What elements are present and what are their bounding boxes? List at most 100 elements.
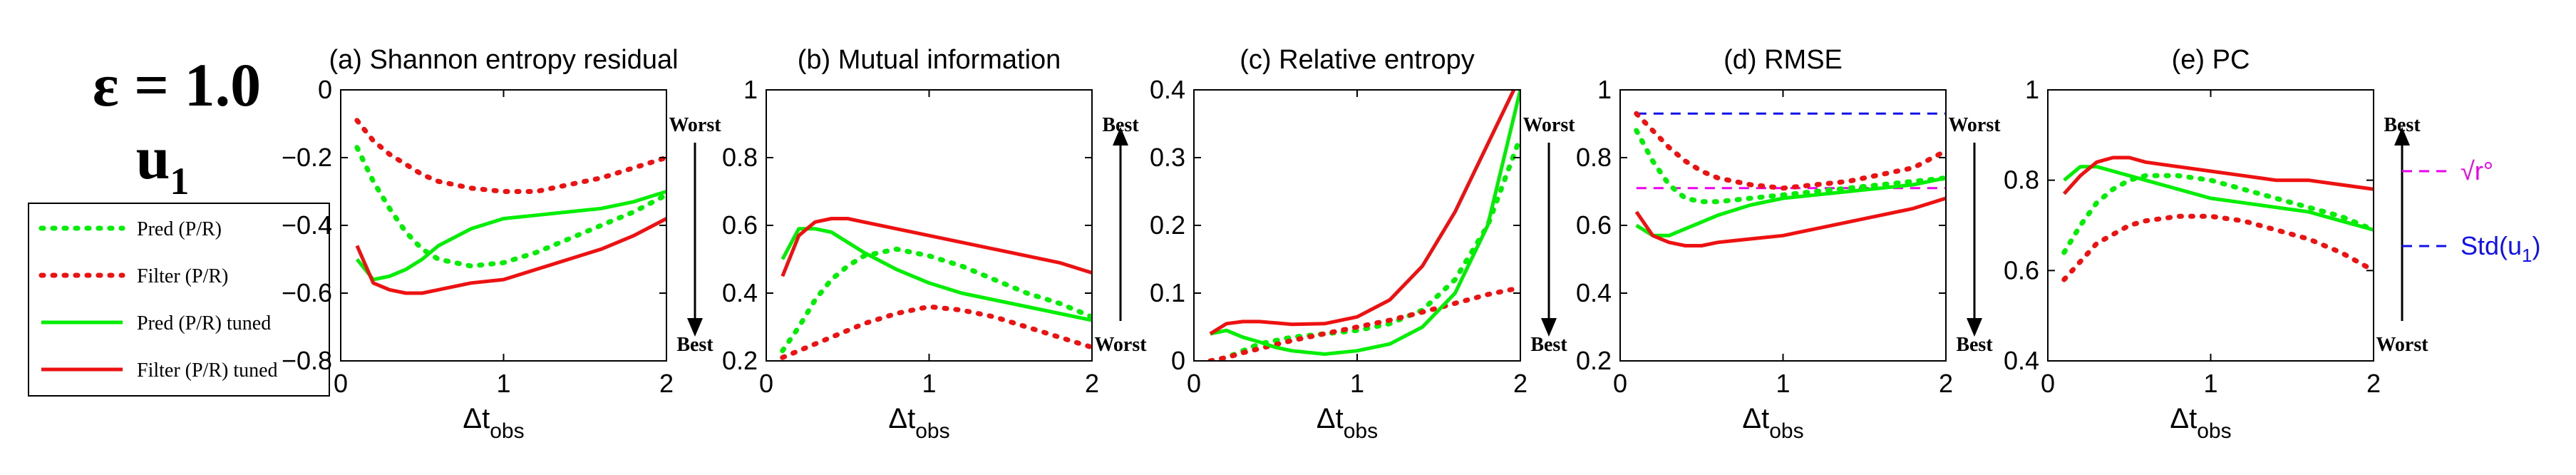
chart-title: (a) Shannon entropy residual — [329, 45, 678, 75]
x-tick-label: 0 — [2041, 369, 2055, 398]
epsilon-label: ε = 1.0 — [93, 51, 261, 119]
y-tick-label: 0 — [318, 75, 332, 104]
y-tick-label: 0 — [1171, 346, 1185, 375]
x-tick-label: 2 — [1085, 369, 1099, 398]
x-tick-label: 1 — [2203, 369, 2217, 398]
axes-box — [1619, 89, 1947, 362]
chart-title: (e) PC — [2172, 45, 2250, 75]
y-tick-label: 0.2 — [722, 346, 758, 375]
y-tick-label: 0.2 — [1576, 346, 1612, 375]
x-tick-label: 1 — [1776, 369, 1790, 398]
chart-panel: (e) PC 0 1 2 0.4 0.6 0.8 1 Δtobs Best Worst — [2004, 45, 2428, 443]
series-line — [1634, 196, 1946, 247]
ref-legend: √r° Std(u1) — [2402, 156, 2541, 266]
y-tick-label: 0.4 — [722, 278, 758, 307]
series-line — [2061, 173, 2374, 255]
x-tick-label: 0 — [1187, 369, 1201, 398]
y-tick-label: 0.6 — [722, 210, 758, 240]
quality-arrow: Best Worst — [1094, 114, 1147, 356]
y-tick-label: −0.6 — [282, 278, 332, 307]
arrow-top-label: Worst — [669, 114, 721, 136]
y-tick-label: 1 — [743, 75, 758, 104]
series-line — [354, 118, 666, 194]
x-tick-label: 2 — [1939, 369, 1953, 398]
series-line — [355, 190, 666, 282]
series-line — [1209, 90, 1516, 336]
series-line — [1210, 90, 1520, 356]
arrow-head — [687, 318, 703, 337]
arrow-head — [2394, 127, 2410, 145]
series-line — [2061, 213, 2374, 282]
axes-box — [340, 89, 667, 362]
x-axis-label: Δtobs — [463, 403, 524, 443]
series-line — [780, 246, 1092, 354]
series-line — [1634, 128, 1946, 205]
legend-label: Filter (P/R) tuned — [137, 359, 278, 382]
y-tick-label: 0.8 — [1576, 143, 1612, 172]
series-line — [1634, 111, 1946, 191]
chart-title: (b) Mutual information — [798, 45, 1061, 75]
y-tick-label: 0.1 — [1150, 278, 1185, 307]
legend-entry: Filter (P/R) — [38, 265, 228, 287]
y-tick-label: −0.2 — [282, 143, 332, 172]
arrow-head — [1113, 127, 1128, 145]
x-tick-label: 1 — [922, 369, 936, 398]
x-tick-label: 0 — [334, 369, 348, 398]
x-tick-label: 1 — [1350, 369, 1364, 398]
legend: Pred (P/R) Filter (P/R) Pred (P/R) tuned Fi… — [28, 203, 330, 397]
x-tick-label: 0 — [1613, 369, 1627, 398]
arrow-bottom-label: Best — [1530, 334, 1567, 356]
y-tick-label: 0.8 — [722, 143, 758, 172]
x-tick-label: 2 — [1513, 369, 1527, 398]
y-tick-label: −0.8 — [282, 346, 332, 375]
series-line — [780, 227, 1092, 322]
y-tick-label: 0.6 — [2004, 255, 2039, 285]
arrow-top-label: Best — [1102, 114, 1139, 136]
y-tick-label: 0.4 — [2004, 346, 2039, 375]
x-axis-label: Δtobs — [1742, 403, 1803, 443]
series-line — [2063, 165, 2374, 232]
arrow-bottom-label: Best — [1956, 334, 1993, 356]
arrow-top-label: Worst — [1523, 114, 1575, 136]
chart-panel: (b) Mutual information 0 1 2 0.2 0.4 0.6 0.8 1 Δt… — [722, 45, 1147, 443]
arrow-head — [1967, 318, 1982, 337]
quality-arrow: Best Worst — [2376, 114, 2428, 356]
chart-title: (d) RMSE — [1724, 45, 1843, 75]
quality-arrow: Worst Best — [1523, 114, 1575, 356]
arrow-bottom-label: Worst — [2376, 334, 2428, 356]
axes-box — [2047, 89, 2374, 362]
y-tick-label: 1 — [1597, 75, 1612, 104]
x-axis-label: Δtobs — [888, 403, 949, 443]
y-tick-label: 0.6 — [1576, 210, 1612, 240]
legend-entry: Filter (P/R) tuned — [41, 359, 278, 382]
arrow-bottom-label: Worst — [1094, 334, 1147, 356]
chart-panel: (d) RMSE 0 1 2 0.2 0.4 0.6 0.8 1 Δtobs Worst Best — [1576, 45, 2001, 443]
series-line — [2062, 155, 2374, 195]
legend-entry: Pred (P/R) tuned — [41, 312, 271, 334]
arrow-top-label: Worst — [1948, 114, 2001, 136]
legend-label: Filter (P/R) — [137, 265, 228, 287]
quality-arrow: Worst Best — [669, 114, 721, 356]
ref-legend-r-label: √r° — [2461, 156, 2493, 185]
y-tick-label: 0.4 — [1576, 278, 1612, 307]
series-line — [354, 145, 666, 269]
chart-panel: (c) Relative entropy 0 1 2 0 0.1 0.2 0.3 0.4 Δtob… — [1150, 45, 1575, 443]
y-tick-label: 0.2 — [1150, 210, 1185, 240]
y-tick-label: 0.8 — [2004, 165, 2039, 195]
x-tick-label: 1 — [496, 369, 510, 398]
series-line — [1635, 176, 1946, 238]
axes-box — [766, 89, 1093, 362]
x-axis-label: Δtobs — [1317, 403, 1378, 443]
x-tick-label: 2 — [2366, 369, 2381, 398]
x-tick-label: 0 — [759, 369, 773, 398]
legend-entry: Pred (P/R) — [38, 218, 222, 240]
legend-box — [28, 203, 330, 397]
legend-label: Pred (P/R) tuned — [137, 312, 271, 334]
series-line — [355, 217, 666, 295]
x-axis-label: Δtobs — [2170, 403, 2231, 443]
variable-label: u1 — [136, 123, 190, 203]
legend-label: Pred (P/R) — [137, 218, 222, 240]
x-tick-label: 2 — [659, 369, 674, 398]
arrow-head — [1541, 318, 1557, 337]
